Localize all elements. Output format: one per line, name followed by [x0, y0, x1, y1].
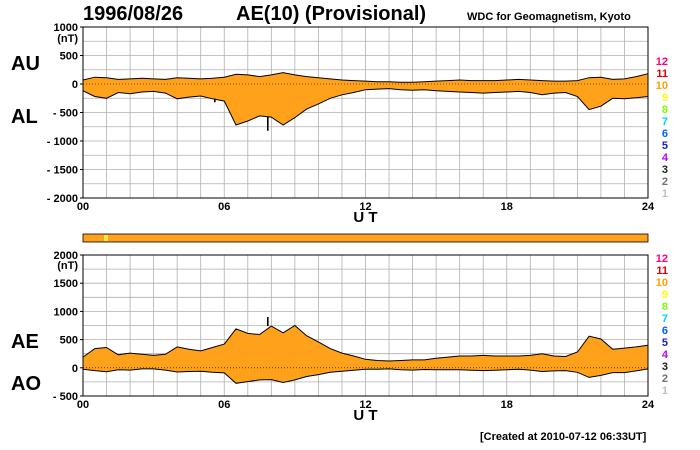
- x-tick-label: 24: [642, 399, 655, 411]
- y-tick-label: - 500: [53, 391, 78, 403]
- legend-count: 5: [662, 337, 668, 349]
- legend-count: 8: [662, 301, 668, 313]
- x-tick-label: 12: [359, 399, 371, 411]
- legend-count: 7: [662, 116, 668, 128]
- legend-count: 2: [662, 176, 668, 188]
- legend-count: 5: [662, 140, 668, 152]
- panel-label-au: AU: [11, 53, 40, 75]
- series-line-ae: [82, 324, 649, 362]
- legend-count: 10: [656, 277, 668, 289]
- filled-range-area: [83, 72, 648, 125]
- y-tick-label: - 1500: [47, 165, 78, 177]
- legend-count: 12: [656, 56, 668, 68]
- x-tick-label: 06: [218, 399, 230, 411]
- created-timestamp: [Created at 2010-07-12 06:33UT]: [480, 431, 647, 443]
- chart-panel-1: 1000 500 0 - 500 - 1000 - 1500 - 2000 (nT) 00 06 1…: [11, 22, 669, 226]
- y-tick-label: - 2000: [47, 193, 78, 205]
- legend-count: 11: [656, 265, 668, 277]
- panel-label-ae: AE: [11, 331, 39, 353]
- y-unit-label: (nT): [57, 33, 78, 45]
- x-tick-label: 24: [642, 201, 655, 213]
- y-tick-label: 2000: [54, 250, 78, 262]
- station-availability-bar: [82, 233, 649, 243]
- x-axis-label: U T: [353, 407, 377, 424]
- y-tick-label: 1500: [54, 278, 78, 290]
- plot-title: AE(10) (Provisional): [236, 3, 427, 25]
- legend-count: 9: [662, 289, 668, 301]
- legend-count: 7: [662, 313, 668, 325]
- panel-label-al: AL: [11, 106, 38, 128]
- y-tick-label: 1000: [54, 22, 78, 34]
- legend-count: 6: [662, 325, 668, 337]
- y-tick-label: - 1000: [47, 136, 78, 148]
- x-axis-label: U T: [353, 209, 377, 226]
- legend-count: 10: [656, 80, 668, 92]
- y-tick-label: 500: [60, 335, 78, 347]
- series-line-au: [82, 72, 649, 83]
- legend-count: 1: [662, 188, 668, 200]
- panel-label-ao: AO: [11, 373, 41, 395]
- series-line-al: [82, 88, 649, 126]
- filled-range-area: [83, 325, 648, 384]
- y-tick-label: 500: [60, 51, 78, 63]
- series-line-ao: [82, 368, 649, 384]
- legend-count: 4: [662, 349, 669, 361]
- y-tick-label: - 500: [53, 108, 78, 120]
- legend-count: 11: [656, 68, 668, 80]
- legend-count: 3: [662, 164, 668, 176]
- x-tick-label: 06: [218, 201, 230, 213]
- plot-date: 1996/08/26: [83, 3, 184, 25]
- data-source-label: WDC for Geomagnetism, Kyoto: [467, 11, 631, 23]
- x-tick-label: 00: [77, 201, 89, 213]
- y-unit-label: (nT): [57, 260, 78, 272]
- availability-bar-marker: [104, 235, 108, 241]
- plot-frame: [82, 254, 649, 397]
- y-tick-label: 0: [72, 79, 78, 91]
- x-tick-label: 12: [359, 201, 371, 213]
- legend-count: 1: [662, 385, 668, 397]
- y-tick-label: 0: [72, 363, 78, 375]
- legend-count: 12: [656, 253, 668, 265]
- x-tick-label: 18: [501, 201, 513, 213]
- x-tick-label: 00: [77, 399, 89, 411]
- legend-count: 4: [662, 152, 669, 164]
- legend-count: 6: [662, 128, 668, 140]
- y-tick-label: 1000: [54, 306, 78, 318]
- legend-count: 3: [662, 361, 668, 373]
- legend-count: 8: [662, 104, 668, 116]
- legend-count: 2: [662, 373, 668, 385]
- legend-count: 9: [662, 92, 668, 104]
- x-tick-label: 18: [501, 399, 513, 411]
